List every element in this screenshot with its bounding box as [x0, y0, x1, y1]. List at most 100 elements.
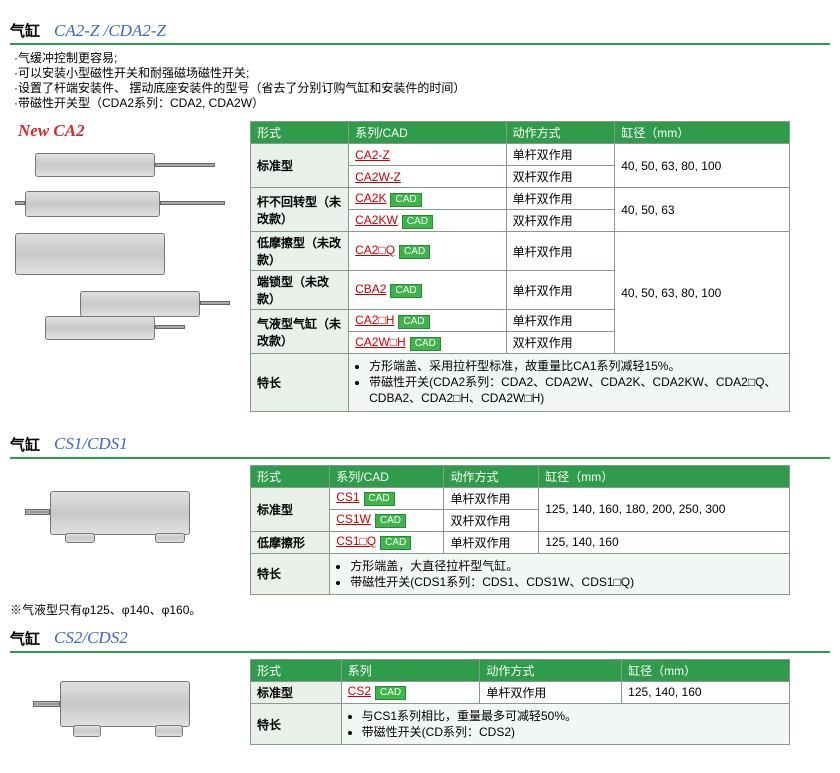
product-image-col	[10, 465, 240, 563]
section-en: CA2-Z /CDA2-Z	[54, 21, 166, 41]
feature-item: 带磁性开关(CD系列：CDS2)	[362, 724, 783, 740]
row-type: 标准型	[251, 487, 330, 531]
bullet: ·设置了杆端安装件、 摆动底座安装件的型号（省去了分别订购气缸和安装件的时间）	[14, 81, 830, 96]
product-illustration	[25, 667, 225, 757]
spec-table-ca2: 形式 系列/CAD 动作方式 缸径（mm） 标准型 CA2-Z 单杆双作用 40…	[250, 121, 790, 412]
product-image-col: New CA2	[10, 121, 240, 351]
bullet: ·带磁性开关型（CDA2系列：CDA2, CDA2W）	[14, 96, 830, 111]
action-cell: 双杆双作用	[506, 210, 615, 232]
action-cell: 单杆双作用	[506, 232, 615, 271]
action-cell: 双杆双作用	[506, 332, 615, 354]
cad-badge[interactable]: CAD	[399, 245, 430, 259]
th-action: 动作方式	[444, 465, 539, 487]
feature-cell: 方形端盖、采用拉杆型标准，故重量比CA1系列减轻15%。 带磁性开关(CDA2系…	[349, 354, 790, 412]
feature-item: 带磁性开关(CDA2系列：CDA2、CDA2W、CDA2K、CDA2KW、CDA…	[369, 374, 783, 406]
cad-badge[interactable]: CAD	[410, 337, 441, 351]
feature-label: 特长	[251, 703, 342, 744]
feature-label: 特长	[251, 354, 349, 412]
th-bore: 缸径（mm）	[615, 122, 790, 144]
row-type: 低摩擦形	[251, 531, 330, 553]
action-cell: 单杆双作用	[506, 144, 615, 166]
cad-badge[interactable]: CAD	[398, 315, 429, 329]
feature-item: 方形端盖、采用拉杆型标准，故重量比CA1系列减轻15%。	[369, 358, 783, 374]
th-series: 系列	[341, 659, 480, 681]
row-type: 标准型	[251, 144, 349, 188]
th-bore: 缸径（mm）	[622, 659, 790, 681]
cad-badge[interactable]: CAD	[390, 193, 421, 207]
row-type: 端锁型（未改款）	[251, 271, 349, 310]
action-cell: 单杆双作用	[444, 531, 539, 553]
th-series: 系列/CAD	[349, 122, 507, 144]
spec-table-cs1: 形式 系列/CAD 动作方式 缸径（mm） 标准型 CS1 CAD 单杆双作用 1…	[250, 465, 790, 595]
series-link[interactable]: CA2KW	[355, 213, 398, 227]
action-cell: 单杆双作用	[506, 188, 615, 210]
feature-item: 带磁性开关(CDS1系列：CDS1、CDS1W、CDS1□Q)	[350, 574, 783, 590]
th-series: 系列/CAD	[330, 465, 444, 487]
bore-cell: 40, 50, 63, 80, 100	[615, 232, 790, 354]
series-link[interactable]: CS2	[348, 684, 371, 698]
feature-label: 特长	[251, 553, 330, 594]
th-type: 形式	[251, 465, 330, 487]
action-cell: 单杆双作用	[506, 271, 615, 310]
series-link[interactable]: CA2K	[355, 191, 386, 205]
section-cn: 气缸	[10, 20, 40, 41]
product-illustration	[15, 141, 235, 351]
cad-badge[interactable]: CAD	[364, 492, 395, 506]
feature-item: 与CS1系列相比，重量最多可减轻50%。	[362, 708, 783, 724]
action-cell: 双杆双作用	[506, 166, 615, 188]
row-type: 低摩擦型（未改款）	[251, 232, 349, 271]
cad-badge[interactable]: CAD	[402, 215, 433, 229]
feature-bullets: ·气缓冲控制更容易; ·可以安装小型磁性开关和耐强磁场磁性开关; ·设置了杆端安…	[10, 51, 830, 111]
footnote: ※气液型只有φ125、φ140、φ160。	[10, 601, 830, 618]
bore-cell: 125, 140, 160, 180, 200, 250, 300	[539, 487, 790, 531]
th-action: 动作方式	[506, 122, 615, 144]
section-en: CS2/CDS2	[54, 628, 128, 648]
section-title-cs2: 气缸 CS2/CDS2	[10, 628, 830, 653]
action-cell: 双杆双作用	[444, 509, 539, 531]
bore-cell: 40, 50, 63	[615, 188, 790, 232]
action-cell: 单杆双作用	[506, 310, 615, 332]
spec-table-cs2: 形式 系列 动作方式 缸径（mm） 标准型 CS2 CAD 单杆双作用 125, …	[250, 659, 790, 745]
series-link[interactable]: CS1W	[336, 512, 371, 526]
feature-cell: 方形端盖，大直径拉杆型气缸。 带磁性开关(CDS1系列：CDS1、CDS1W、C…	[330, 553, 790, 594]
section-title-ca2: 气缸 CA2-Z /CDA2-Z	[10, 20, 830, 45]
row-type: 标准型	[251, 681, 342, 703]
section-cn: 气缸	[10, 628, 40, 649]
series-link[interactable]: CS1	[336, 490, 359, 504]
th-type: 形式	[251, 659, 342, 681]
row-type: 气液型气缸（未改款）	[251, 310, 349, 354]
cad-badge[interactable]: CAD	[375, 686, 406, 700]
bore-cell: 125, 140, 160	[539, 531, 790, 553]
series-link[interactable]: CA2□H	[355, 313, 394, 327]
new-label: New CA2	[18, 121, 85, 141]
cad-badge[interactable]: CAD	[375, 514, 406, 528]
series-link[interactable]: CA2W□H	[355, 335, 406, 349]
th-action: 动作方式	[480, 659, 622, 681]
section-title-cs1: 气缸 CS1/CDS1	[10, 434, 830, 459]
series-link[interactable]: CA2W-Z	[355, 170, 401, 184]
bore-cell: 40, 50, 63, 80, 100	[615, 144, 790, 188]
series-link[interactable]: CS1□Q	[336, 534, 376, 548]
th-bore: 缸径（mm）	[539, 465, 790, 487]
series-link[interactable]: CA2-Z	[355, 148, 390, 162]
feature-item: 方形端盖，大直径拉杆型气缸。	[350, 558, 783, 574]
bore-cell: 125, 140, 160	[622, 681, 790, 703]
row-type: 杆不回转型（未改款）	[251, 188, 349, 232]
content-block-cs2: 形式 系列 动作方式 缸径（mm） 标准型 CS2 CAD 单杆双作用 125, …	[10, 659, 830, 757]
content-block-ca2: New CA2 形式 系列/CAD 动作方式 缸径（mm） 标准型	[10, 121, 830, 412]
th-type: 形式	[251, 122, 349, 144]
bullet: ·气缓冲控制更容易;	[14, 51, 830, 66]
bullet: ·可以安装小型磁性开关和耐强磁场磁性开关;	[14, 66, 830, 81]
section-en: CS1/CDS1	[54, 434, 128, 454]
action-cell: 单杆双作用	[444, 487, 539, 509]
series-link[interactable]: CBA2	[355, 282, 386, 296]
cad-badge[interactable]: CAD	[390, 284, 421, 298]
feature-cell: 与CS1系列相比，重量最多可减轻50%。 带磁性开关(CD系列：CDS2)	[341, 703, 789, 744]
section-cn: 气缸	[10, 434, 40, 455]
cad-badge[interactable]: CAD	[380, 536, 411, 550]
product-image-col	[10, 659, 240, 757]
content-block-cs1: 形式 系列/CAD 动作方式 缸径（mm） 标准型 CS1 CAD 单杆双作用 1…	[10, 465, 830, 595]
product-illustration	[20, 473, 230, 563]
series-link[interactable]: CA2□Q	[355, 243, 395, 257]
action-cell: 单杆双作用	[480, 681, 622, 703]
